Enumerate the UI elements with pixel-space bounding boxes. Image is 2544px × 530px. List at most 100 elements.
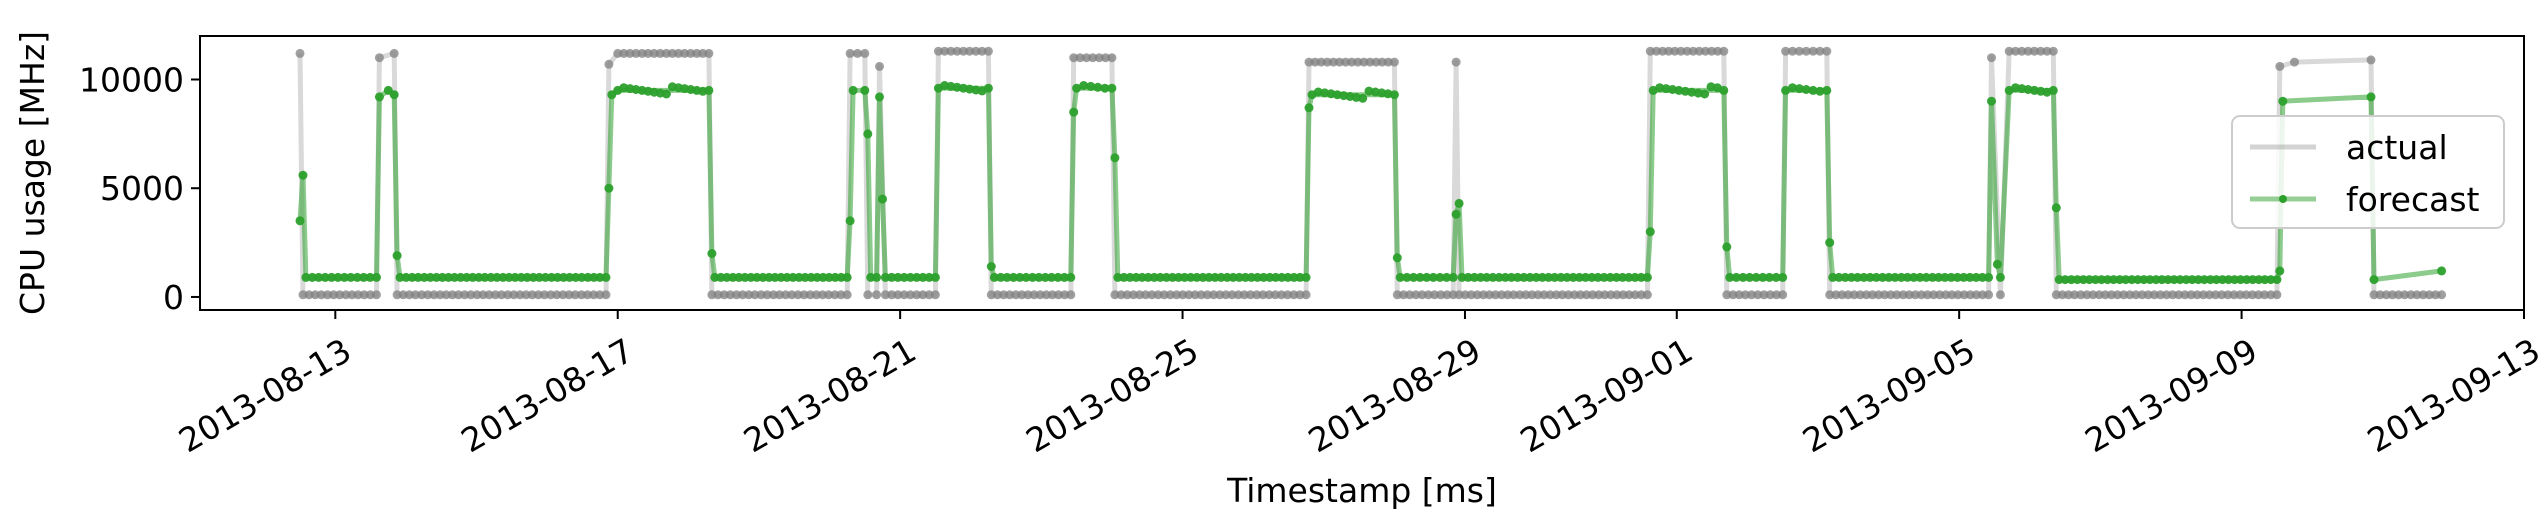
series-forecast-point xyxy=(893,272,903,282)
series-actual-point xyxy=(1054,290,1063,300)
series-forecast-point xyxy=(1066,272,1076,282)
series-forecast-point xyxy=(295,216,305,226)
series-forecast-point xyxy=(2366,92,2376,102)
series-actual-point xyxy=(316,290,326,300)
series-actual-point xyxy=(1794,46,1804,56)
series-forecast-point xyxy=(996,272,1006,282)
x-tick-label: 2013-09-13 xyxy=(2361,331,2544,461)
series-forecast-point xyxy=(1719,85,1729,95)
series-forecast-point xyxy=(359,272,369,282)
series-actual-point xyxy=(824,290,834,300)
series-actual-point xyxy=(2437,290,2447,300)
series-forecast-point xyxy=(912,272,922,282)
series-actual-point xyxy=(787,290,797,300)
series-forecast-point xyxy=(1764,272,1774,282)
series-forecast-point xyxy=(1934,272,1944,282)
series-actual-point xyxy=(527,290,537,300)
series-forecast-point xyxy=(1915,272,1925,282)
series-forecast-point xyxy=(372,272,381,282)
series-forecast-point xyxy=(1581,272,1591,282)
series-actual-point xyxy=(924,290,934,300)
series-forecast-point xyxy=(1940,272,1950,282)
series-forecast-point xyxy=(1519,272,1529,282)
series-actual-point xyxy=(359,290,369,300)
series-actual-point xyxy=(1165,290,1175,300)
series-forecast-point xyxy=(905,272,915,282)
series-actual-point xyxy=(811,290,821,300)
series-actual-point xyxy=(738,290,748,300)
series-actual-point xyxy=(1778,290,1788,300)
series-forecast-point xyxy=(298,170,308,180)
series-actual-point xyxy=(604,59,614,69)
series-forecast-point xyxy=(1415,272,1425,282)
series-actual-point xyxy=(389,48,399,58)
series-forecast-point xyxy=(1047,272,1057,282)
series-actual-point xyxy=(992,290,1002,300)
x-tick-label: 2013-09-09 xyxy=(2078,331,2264,461)
series-forecast-point xyxy=(333,272,343,282)
series-forecast-point xyxy=(1928,272,1937,282)
series-forecast-point xyxy=(1395,272,1405,282)
series-actual-point xyxy=(1082,53,1091,63)
series-forecast-point xyxy=(2437,266,2447,276)
series-forecast-point xyxy=(707,249,717,258)
series-actual-point xyxy=(454,290,463,300)
series-actual-point xyxy=(1122,290,1132,300)
series-forecast-point xyxy=(1624,272,1634,282)
x-axis: 2013-08-13 2013-08-17 2013-08-21 2013-08-25… xyxy=(172,310,2544,460)
series-actual-point xyxy=(1436,290,1446,300)
series-forecast-point xyxy=(1840,272,1850,282)
series-forecast-point xyxy=(389,90,399,100)
series-forecast-point xyxy=(1815,86,1825,96)
series-forecast-point xyxy=(1574,272,1584,282)
series-actual-point xyxy=(1221,290,1231,300)
series-forecast-point xyxy=(1593,272,1603,282)
series-actual-point xyxy=(1094,53,1104,63)
series-forecast-point xyxy=(1946,272,1956,282)
series-actual-point xyxy=(1209,290,1219,300)
series-actual-point xyxy=(887,290,897,300)
series-actual-point xyxy=(1128,290,1138,300)
series-actual-point xyxy=(2412,290,2422,300)
series-actual-point xyxy=(509,290,519,300)
series-actual-point xyxy=(1747,290,1757,300)
series-actual-point xyxy=(2029,46,2039,56)
series-actual-point xyxy=(1392,290,1402,300)
series-forecast-point xyxy=(899,272,909,282)
series-forecast-point xyxy=(1599,272,1609,282)
series-forecast-point xyxy=(307,272,317,282)
series-forecast-point xyxy=(1482,272,1492,282)
legend-forecast-marker xyxy=(2279,195,2287,203)
series-forecast-point xyxy=(392,251,402,261)
series-actual-point xyxy=(1141,290,1151,300)
series-actual-point xyxy=(2198,290,2208,300)
series-forecast-point xyxy=(1630,272,1640,282)
series-forecast-point xyxy=(1002,272,1012,282)
series-actual-point xyxy=(1651,46,1661,56)
series-forecast-point xyxy=(1448,272,1458,282)
series-actual-point xyxy=(484,290,494,300)
series-actual-point xyxy=(1295,290,1305,300)
series-actual-point xyxy=(1772,290,1781,300)
legend-forecast-label: forecast xyxy=(2346,180,2480,219)
series-actual-point xyxy=(918,290,928,300)
series-forecast-point xyxy=(1722,242,1732,252)
series-actual-point xyxy=(2042,46,2052,56)
series-actual-point xyxy=(1765,290,1775,300)
series-forecast-point xyxy=(1110,153,1120,163)
series-forecast-point xyxy=(1846,272,1856,282)
series-actual-point xyxy=(1389,57,1399,67)
series-forecast-point xyxy=(1568,272,1578,282)
series-actual-point xyxy=(958,46,968,56)
series-forecast-point xyxy=(986,262,996,271)
series-actual-point xyxy=(2155,290,2165,300)
x-tick-label: 2013-09-01 xyxy=(1514,331,1700,461)
series-forecast-point xyxy=(346,272,356,282)
series-actual-point xyxy=(595,290,605,300)
series-actual-point xyxy=(899,290,909,300)
series-actual-point xyxy=(860,48,870,58)
x-tick-label: 2013-08-17 xyxy=(455,331,641,461)
x-tick-label: 2013-08-25 xyxy=(1019,331,1205,461)
series-actual xyxy=(295,46,2447,300)
